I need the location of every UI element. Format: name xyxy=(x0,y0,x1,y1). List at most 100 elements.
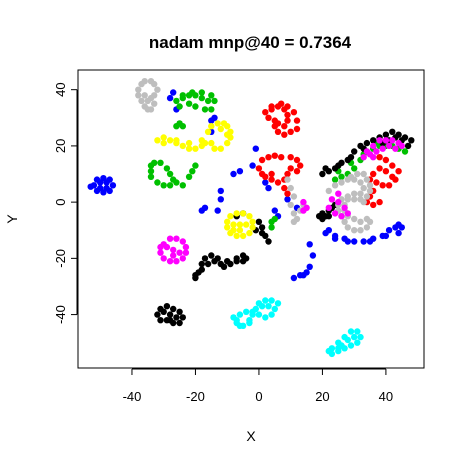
data-point xyxy=(166,235,174,242)
data-point xyxy=(236,311,244,318)
data-point xyxy=(265,154,272,161)
data-point xyxy=(185,145,193,152)
data-point xyxy=(293,168,301,175)
data-point xyxy=(300,207,307,214)
data-point xyxy=(182,249,190,256)
data-point xyxy=(208,139,215,147)
data-point xyxy=(287,154,294,161)
data-point xyxy=(357,190,364,197)
data-point xyxy=(211,145,218,152)
data-point xyxy=(366,238,374,245)
data-point xyxy=(347,342,355,349)
data-point xyxy=(198,207,205,214)
data-point xyxy=(103,184,110,192)
data-point xyxy=(217,145,224,152)
data-point xyxy=(363,176,371,183)
data-point xyxy=(366,182,374,189)
data-point xyxy=(170,89,177,96)
x-axis-label: X xyxy=(246,428,256,444)
data-point xyxy=(208,123,215,130)
data-point xyxy=(271,207,278,214)
data-point xyxy=(290,109,298,116)
data-point xyxy=(166,311,174,318)
data-point xyxy=(157,249,164,256)
data-point xyxy=(141,78,148,85)
data-point xyxy=(357,218,364,225)
x-tick-label: 40 xyxy=(379,389,393,404)
y-axis: -40 -20 0 20 40 xyxy=(53,82,78,324)
data-point xyxy=(351,215,358,223)
data-point xyxy=(185,139,193,147)
data-point xyxy=(220,263,228,270)
data-point xyxy=(170,246,177,254)
data-point xyxy=(319,215,326,223)
data-point xyxy=(344,336,351,344)
data-point xyxy=(166,94,174,102)
data-point xyxy=(135,86,142,93)
data-point xyxy=(141,92,148,99)
data-point xyxy=(166,137,174,144)
points-layer xyxy=(87,78,415,358)
data-point xyxy=(373,148,380,155)
data-point xyxy=(173,314,180,321)
data-point xyxy=(262,297,269,304)
data-point xyxy=(278,154,285,161)
chart-title: nadam mnp@40 = 0.7364 xyxy=(149,33,352,52)
data-point xyxy=(341,218,348,225)
data-point xyxy=(385,142,393,150)
data-point xyxy=(370,154,377,161)
data-point xyxy=(166,182,174,189)
data-point xyxy=(233,232,240,240)
data-point xyxy=(189,89,196,96)
data-point xyxy=(170,252,177,259)
data-point xyxy=(236,221,244,228)
data-point xyxy=(147,168,155,175)
data-point xyxy=(268,297,275,304)
data-point xyxy=(382,137,390,144)
data-point xyxy=(233,255,240,262)
data-point xyxy=(154,86,161,93)
data-point xyxy=(351,165,358,172)
data-point xyxy=(287,128,294,135)
data-point xyxy=(179,92,186,99)
data-point xyxy=(160,182,167,189)
data-point xyxy=(274,128,282,135)
data-point xyxy=(246,229,253,237)
data-point xyxy=(284,176,291,183)
data-point xyxy=(179,314,186,321)
data-point xyxy=(379,182,386,189)
data-point xyxy=(255,311,263,318)
data-point xyxy=(293,125,301,133)
data-point xyxy=(176,319,183,327)
data-point xyxy=(201,255,209,262)
data-point xyxy=(249,162,256,169)
data-point xyxy=(284,190,291,197)
data-point xyxy=(382,168,390,175)
data-point xyxy=(157,317,164,324)
data-point xyxy=(211,258,218,265)
data-point xyxy=(293,156,301,164)
data-point xyxy=(163,243,171,251)
data-point xyxy=(160,134,167,141)
data-point xyxy=(398,224,405,231)
data-point xyxy=(379,145,386,152)
data-point xyxy=(157,159,164,166)
data-point xyxy=(192,162,199,169)
data-point xyxy=(255,218,263,225)
data-point xyxy=(246,213,253,220)
data-point xyxy=(322,229,329,237)
data-point xyxy=(366,187,374,195)
data-point xyxy=(217,196,224,203)
data-point xyxy=(192,145,199,152)
data-point xyxy=(154,179,161,186)
data-point xyxy=(249,308,256,315)
data-point xyxy=(351,333,358,341)
data-point xyxy=(208,252,215,259)
data-point xyxy=(338,179,345,186)
data-point xyxy=(357,227,364,234)
data-point xyxy=(328,196,336,203)
data-point xyxy=(306,263,313,270)
data-point xyxy=(325,213,332,220)
data-point xyxy=(351,238,358,245)
data-point xyxy=(268,103,275,110)
